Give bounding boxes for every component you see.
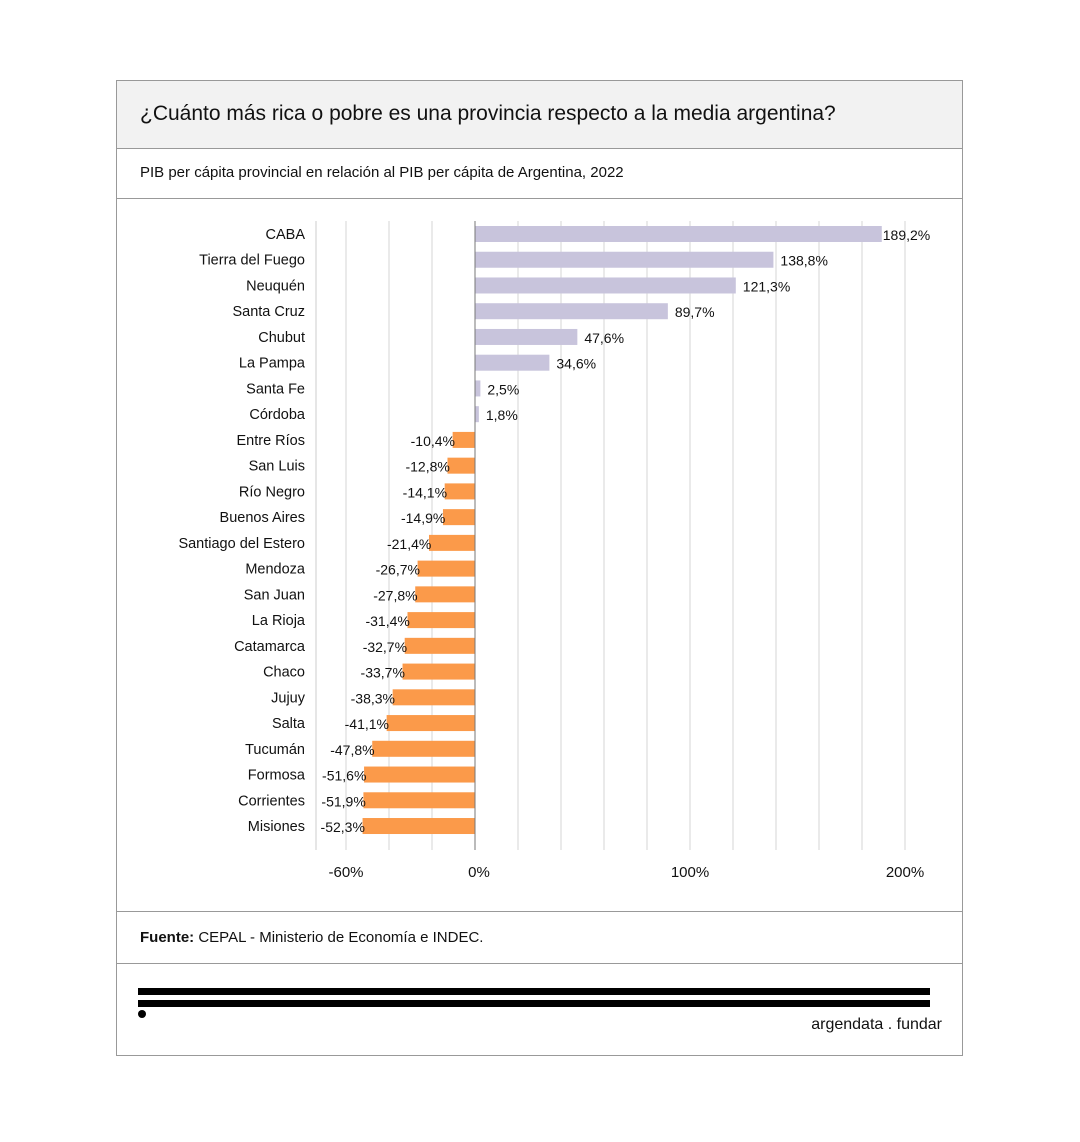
source-value: CEPAL - Ministerio de Economía e INDEC. [198, 929, 484, 946]
category-label: Catamarca [234, 639, 306, 655]
data-label: -51,9% [321, 793, 365, 809]
bar [392, 689, 475, 706]
category-label: Mendoza [245, 562, 306, 578]
category-label: Chaco [263, 665, 305, 681]
brand-logo: argendata . fundar [811, 1016, 942, 1033]
category-label: San Juan [244, 587, 305, 603]
source-bar: Fuente: CEPAL - Ministerio de Economía e… [117, 911, 962, 964]
bar [442, 509, 475, 526]
data-label: -47,8% [330, 742, 374, 758]
logo-dot [138, 1010, 146, 1018]
x-tick-label: 0% [468, 864, 490, 881]
data-label: -52,3% [321, 819, 365, 835]
category-label: Chubut [258, 330, 305, 346]
logo-bar-top [138, 988, 930, 995]
bar [475, 354, 550, 371]
bar [452, 431, 475, 448]
category-label: Tucumán [245, 742, 305, 758]
bar [407, 612, 475, 629]
bar [362, 818, 475, 835]
category-label: Neuquén [246, 278, 305, 294]
bar [372, 740, 475, 757]
data-label: -26,7% [376, 562, 420, 578]
category-label: Santiago del Estero [178, 536, 305, 552]
x-tick-label: 200% [886, 864, 924, 881]
data-label: -32,7% [363, 639, 407, 655]
bar [363, 792, 475, 809]
bar [475, 226, 882, 242]
data-label: -14,1% [403, 484, 447, 500]
bar [417, 560, 475, 577]
data-label: 189,2% [883, 227, 930, 243]
logo-bar-bottom [138, 1000, 930, 1007]
category-label: Formosa [248, 768, 306, 784]
bar [475, 328, 578, 345]
bar [364, 766, 475, 783]
bar [475, 303, 668, 320]
category-label: Salta [272, 716, 306, 732]
source-label: Fuente: [140, 929, 195, 946]
bar [475, 251, 774, 268]
data-label: -21,4% [387, 536, 431, 552]
category-label: CABA [266, 227, 306, 243]
data-label: -51,6% [322, 768, 366, 784]
x-tick-label: 100% [671, 864, 709, 881]
category-label: Santa Cruz [232, 304, 305, 320]
category-label: Entre Ríos [237, 433, 306, 449]
data-label: 47,6% [584, 330, 624, 346]
bar [447, 457, 475, 474]
bar [386, 715, 475, 732]
data-label: 1,8% [486, 407, 518, 423]
data-label: 34,6% [556, 356, 596, 372]
subtitle-bar: PIB per cápita provincial en relación al… [117, 148, 962, 199]
data-label: -31,4% [365, 613, 409, 629]
data-label: -41,1% [345, 716, 389, 732]
chart-subtitle: PIB per cápita provincial en relación al… [140, 164, 624, 181]
data-label: -33,7% [361, 665, 405, 681]
category-label: Buenos Aires [220, 510, 305, 526]
category-label: Río Negro [239, 484, 305, 500]
data-label: -38,3% [351, 690, 395, 706]
data-label: 121,3% [743, 278, 790, 294]
data-label: -12,8% [405, 459, 449, 475]
bar [415, 586, 475, 603]
category-label: La Rioja [252, 613, 306, 629]
data-label: 138,8% [780, 253, 827, 269]
chart-card: ¿Cuánto más rica o pobre es una provinci… [116, 80, 963, 1056]
source-text: Fuente: CEPAL - Ministerio de Economía e… [140, 929, 483, 946]
category-label: Córdoba [249, 407, 306, 423]
category-label: San Luis [249, 459, 305, 475]
data-label: 89,7% [675, 304, 715, 320]
bar [475, 406, 479, 423]
category-label: La Pampa [239, 356, 306, 372]
bar [475, 277, 736, 294]
category-label: Corrientes [238, 793, 305, 809]
category-label: Tierra del Fuego [199, 253, 305, 269]
chart-title: ¿Cuánto más rica o pobre es una provinci… [140, 102, 836, 125]
data-label: -27,8% [373, 587, 417, 603]
category-label: Jujuy [271, 690, 306, 706]
data-label: 2,5% [487, 381, 519, 397]
bar [402, 663, 475, 680]
category-label: Santa Fe [246, 381, 305, 397]
data-label: -14,9% [401, 510, 445, 526]
bar [404, 637, 475, 654]
bar [475, 380, 481, 397]
category-label: Misiones [248, 819, 305, 835]
header: ¿Cuánto más rica o pobre es una provinci… [117, 81, 962, 149]
bar [428, 534, 475, 551]
data-label: -10,4% [411, 433, 455, 449]
bar [444, 483, 475, 500]
x-tick-label: -60% [328, 864, 363, 881]
